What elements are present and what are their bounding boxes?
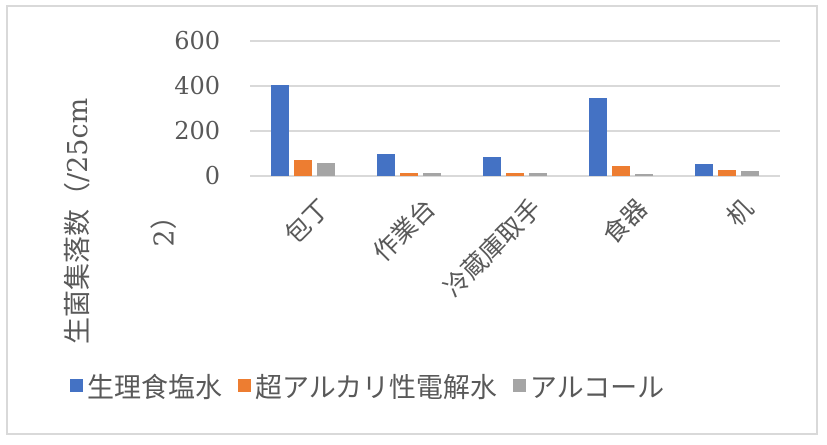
bar bbox=[317, 162, 335, 176]
legend-swatch-icon bbox=[238, 379, 251, 392]
y-tick-label: 600 bbox=[174, 27, 220, 55]
plot-area bbox=[250, 40, 780, 177]
y-axis-label-line2: 2） bbox=[149, 202, 181, 247]
bar bbox=[294, 160, 312, 176]
gridline bbox=[250, 85, 780, 87]
legend-label: アルコール bbox=[529, 373, 665, 404]
y-tick-label: 400 bbox=[174, 72, 220, 100]
legend-swatch-icon bbox=[512, 379, 526, 392]
legend-item: 生理食塩水 bbox=[70, 366, 222, 405]
bar bbox=[635, 173, 653, 176]
bar bbox=[271, 84, 289, 176]
bar bbox=[423, 173, 441, 176]
gridline bbox=[250, 40, 780, 42]
legend-label: 生理食塩水 bbox=[87, 373, 222, 404]
chart-frame bbox=[6, 5, 818, 435]
gridline bbox=[250, 175, 780, 177]
legend-item: 超アルカリ性電解水 bbox=[238, 366, 497, 405]
bar bbox=[612, 166, 630, 176]
bar bbox=[400, 173, 418, 176]
y-tick-label: 0 bbox=[204, 162, 220, 190]
bar bbox=[483, 157, 501, 176]
y-tick-label: 200 bbox=[174, 117, 220, 145]
bar bbox=[741, 171, 759, 176]
legend-swatch-icon bbox=[70, 379, 83, 392]
bar bbox=[589, 97, 607, 176]
legend-label: 超アルカリ性電解水 bbox=[255, 373, 497, 404]
bar bbox=[506, 173, 524, 176]
gridline bbox=[250, 130, 780, 132]
bar bbox=[529, 173, 547, 176]
bar bbox=[695, 164, 713, 176]
legend-item: アルコール bbox=[512, 366, 665, 405]
bar bbox=[377, 153, 395, 176]
legend: 生理食塩水 超アルカリ性電解水 アルコール bbox=[70, 366, 680, 405]
bar bbox=[718, 169, 736, 176]
y-axis-label: 生菌集落数（/25cm bbox=[63, 97, 94, 344]
